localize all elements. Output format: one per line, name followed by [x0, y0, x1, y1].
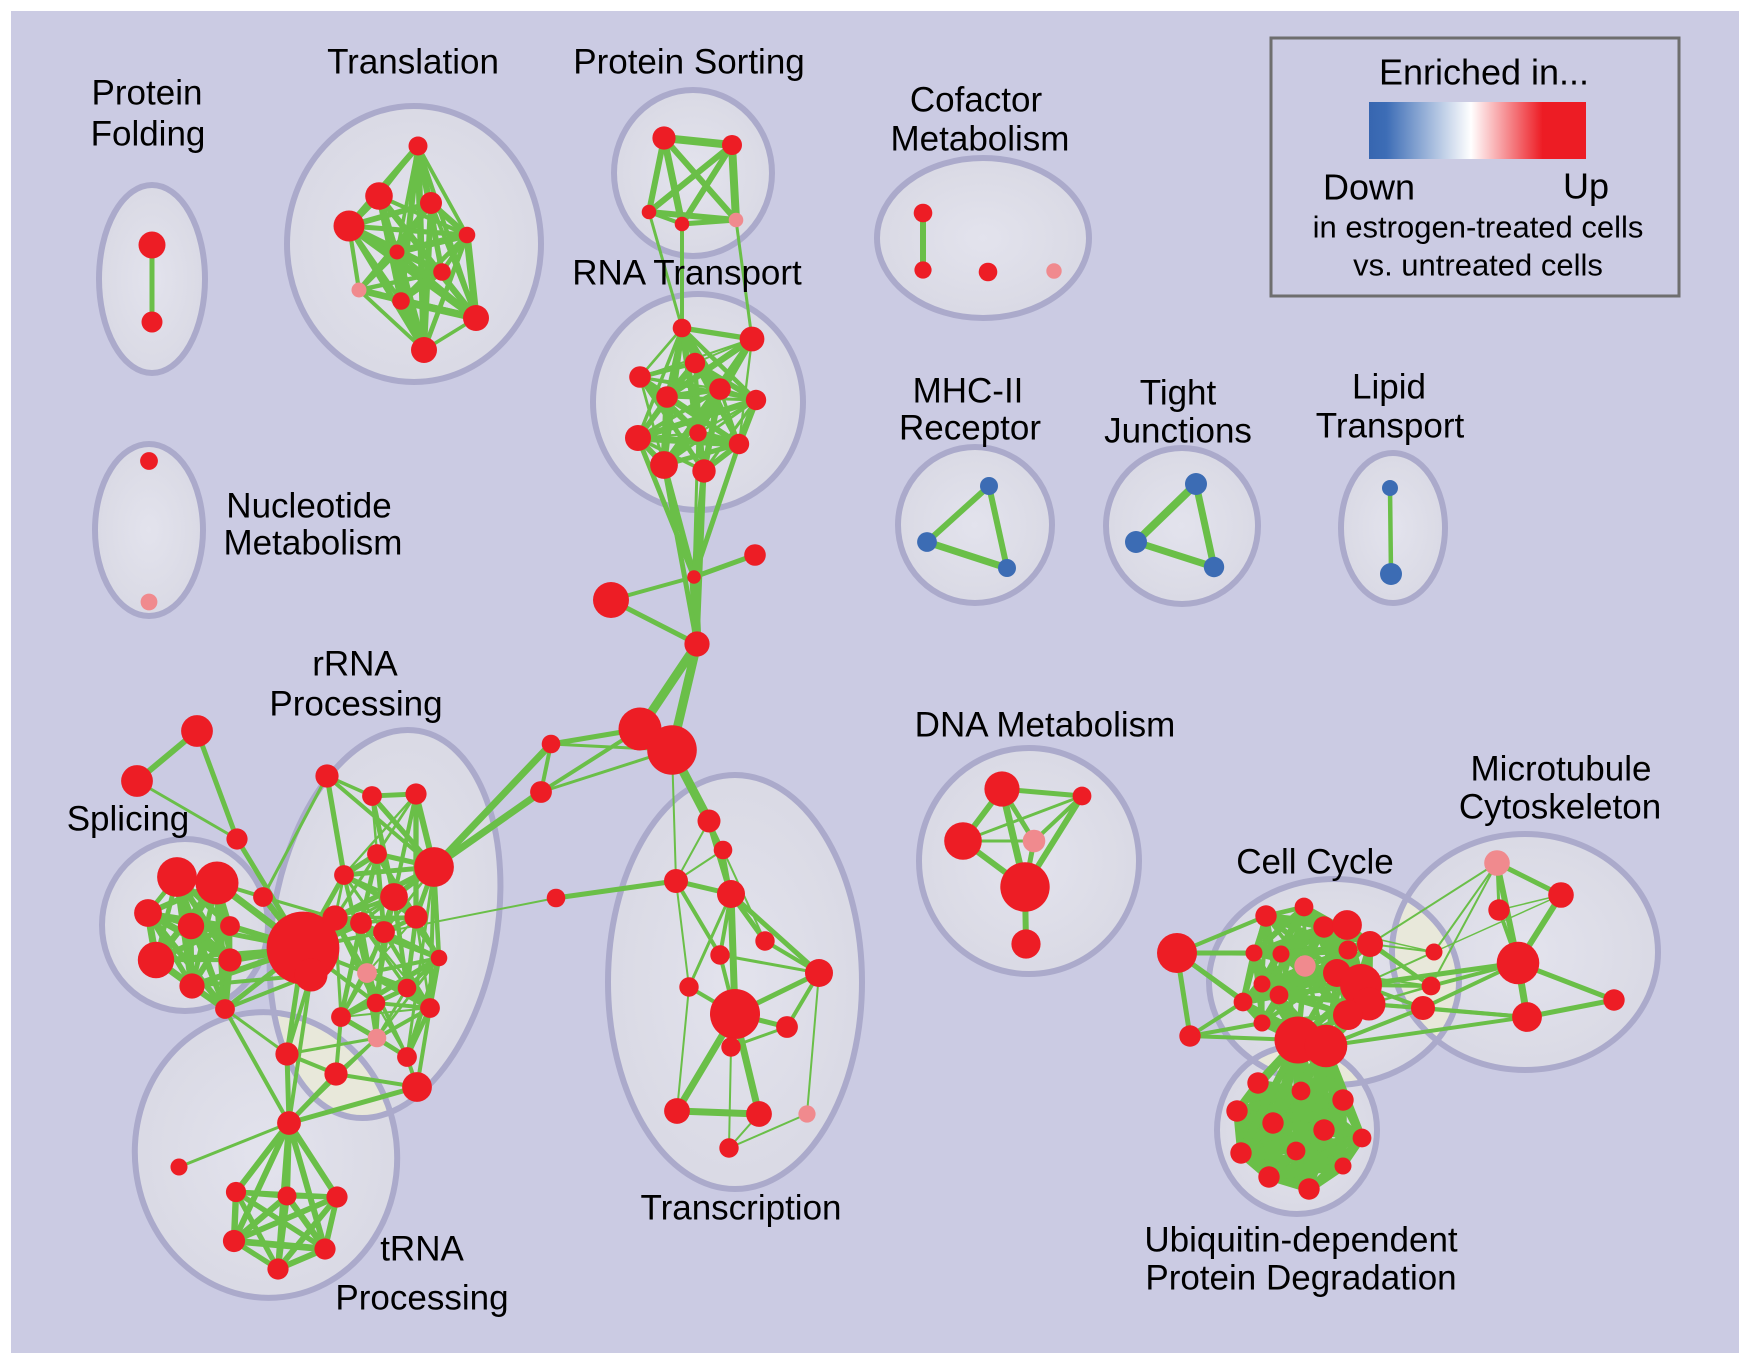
svg-text:Transport: Transport [1316, 407, 1465, 446]
svg-text:Lipid: Lipid [1352, 368, 1426, 407]
svg-text:DNA Metabolism: DNA Metabolism [915, 706, 1176, 745]
svg-text:Down: Down [1323, 167, 1415, 208]
svg-text:Nucleotide: Nucleotide [226, 487, 391, 526]
svg-text:tRNA: tRNA [380, 1230, 464, 1269]
svg-text:Enriched in...: Enriched in... [1379, 52, 1589, 93]
svg-text:Translation: Translation [327, 43, 499, 82]
svg-text:Transcription: Transcription [641, 1189, 842, 1228]
svg-text:Splicing: Splicing [67, 800, 190, 839]
svg-text:Up: Up [1563, 166, 1609, 207]
svg-text:in estrogen-treated cells: in estrogen-treated cells [1313, 210, 1644, 245]
svg-text:vs. untreated cells: vs. untreated cells [1353, 248, 1603, 283]
svg-text:Tight: Tight [1140, 374, 1217, 413]
svg-text:Microtubule: Microtubule [1471, 750, 1652, 789]
svg-text:Ubiquitin-dependent: Ubiquitin-dependent [1144, 1221, 1458, 1260]
svg-text:Protein Degradation: Protein Degradation [1145, 1259, 1456, 1298]
svg-text:Protein Sorting: Protein Sorting [573, 43, 805, 82]
svg-text:Metabolism: Metabolism [224, 524, 403, 563]
svg-text:Junctions: Junctions [1104, 412, 1252, 451]
svg-text:Cytoskeleton: Cytoskeleton [1459, 788, 1661, 827]
svg-text:Cofactor: Cofactor [910, 81, 1043, 120]
svg-text:Processing: Processing [335, 1279, 508, 1318]
svg-text:Protein: Protein [92, 74, 203, 113]
svg-text:RNA Transport: RNA Transport [572, 254, 802, 293]
svg-text:Processing: Processing [269, 685, 442, 724]
svg-text:Folding: Folding [91, 115, 206, 154]
svg-text:MHC-II: MHC-II [913, 372, 1024, 411]
svg-text:Receptor: Receptor [899, 409, 1041, 448]
svg-text:Metabolism: Metabolism [891, 120, 1070, 159]
svg-text:Cell Cycle: Cell Cycle [1236, 843, 1394, 882]
svg-text:rRNA: rRNA [312, 645, 398, 684]
